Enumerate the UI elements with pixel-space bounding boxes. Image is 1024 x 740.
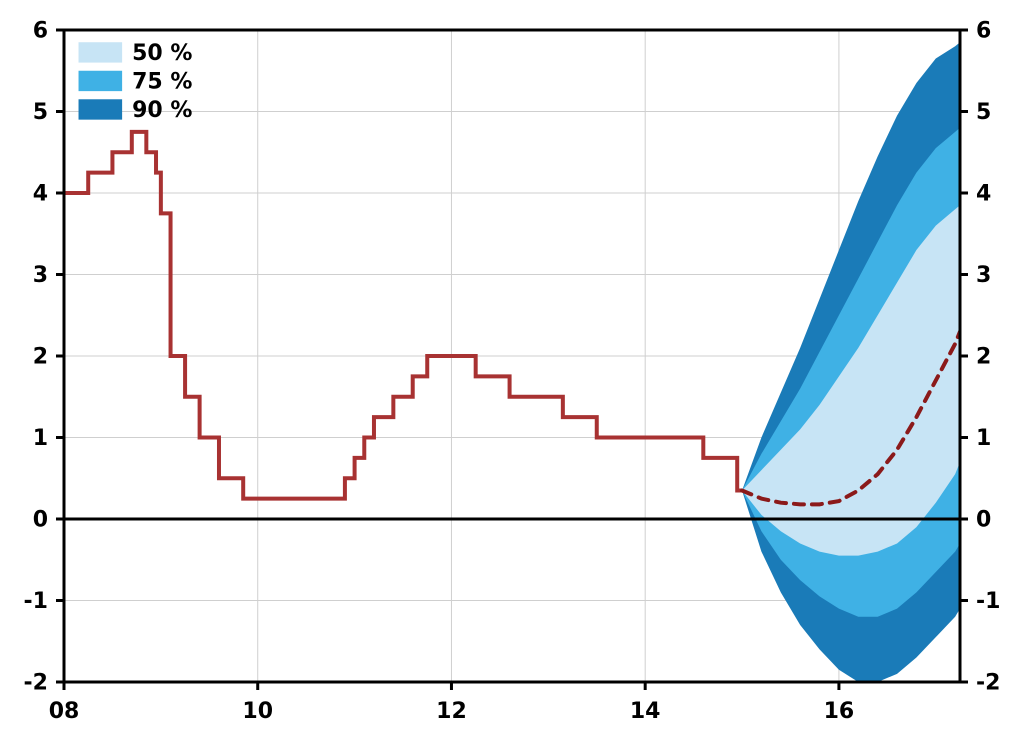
x-tick-label: 16 — [824, 699, 855, 724]
y-tick-label-right: 3 — [976, 263, 991, 288]
legend-label: 90 % — [132, 98, 192, 123]
legend-label: 50 % — [132, 41, 192, 66]
y-tick-label-left: 0 — [33, 508, 48, 533]
y-tick-label-right: -1 — [976, 589, 1000, 614]
legend-swatch — [79, 71, 123, 91]
x-tick-label: 10 — [242, 699, 273, 724]
fan-chart: 0810121416-2-2-1-10011223344556650 %75 %… — [0, 0, 1024, 740]
y-tick-label-right: 4 — [976, 182, 991, 207]
y-tick-label-left: -2 — [24, 671, 48, 696]
legend-swatch — [79, 42, 123, 62]
y-tick-label-right: 0 — [976, 508, 991, 533]
y-tick-label-right: 5 — [976, 100, 991, 125]
y-tick-label-right: 1 — [976, 426, 991, 451]
y-tick-label-left: -1 — [24, 589, 48, 614]
x-tick-label: 08 — [49, 699, 80, 724]
chart-canvas: 0810121416-2-2-1-10011223344556650 %75 %… — [0, 0, 1024, 740]
y-tick-label-right: 2 — [976, 345, 991, 370]
legend-swatch — [79, 99, 123, 119]
y-tick-label-left: 4 — [33, 182, 48, 207]
y-tick-label-left: 1 — [33, 426, 48, 451]
legend: 50 % 75 % 90 % — [79, 41, 193, 123]
y-tick-label-left: 6 — [33, 19, 48, 44]
legend-label: 75 % — [132, 70, 192, 95]
x-tick-label: 14 — [630, 699, 661, 724]
y-tick-label-left: 2 — [33, 345, 48, 370]
y-tick-label-left: 3 — [33, 263, 48, 288]
y-tick-label-right: -2 — [976, 671, 1000, 696]
x-tick-label: 12 — [436, 699, 467, 724]
y-tick-label-left: 5 — [33, 100, 48, 125]
y-tick-label-right: 6 — [976, 19, 991, 44]
